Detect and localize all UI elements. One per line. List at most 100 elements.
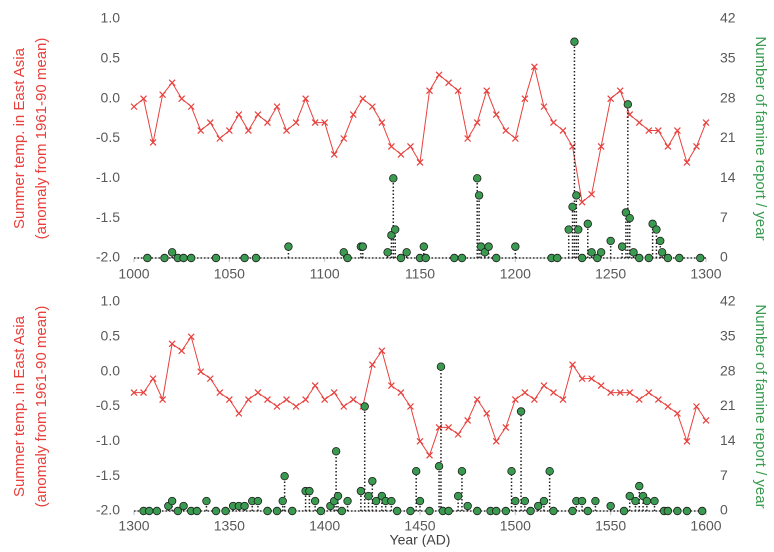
famine-marker bbox=[568, 506, 577, 516]
temperature-marker bbox=[206, 119, 214, 126]
temperature-marker bbox=[359, 95, 367, 103]
temperature-marker bbox=[635, 119, 643, 126]
famine-marker bbox=[343, 496, 352, 506]
x-tick-label: 1350 bbox=[214, 518, 245, 534]
temperature-marker bbox=[473, 119, 481, 126]
temperature-line bbox=[134, 335, 707, 457]
famine-marker bbox=[383, 248, 392, 257]
famine-marker bbox=[463, 501, 472, 511]
y2-tick-label: 35 bbox=[720, 50, 736, 66]
temperature-marker bbox=[130, 389, 138, 396]
y-tick-label: 0.0 bbox=[101, 89, 121, 105]
y2-tick-label: 7 bbox=[720, 209, 728, 225]
famine-marker bbox=[568, 202, 577, 211]
famine-marker bbox=[434, 462, 444, 471]
temperature-marker bbox=[683, 437, 691, 445]
famine-marker bbox=[696, 253, 705, 263]
temperature-marker bbox=[254, 111, 262, 119]
temperature-line bbox=[133, 64, 707, 204]
famine-marker bbox=[635, 253, 644, 263]
temperature-marker bbox=[635, 396, 643, 403]
temperature-marker bbox=[321, 396, 329, 403]
temperature-marker bbox=[140, 95, 147, 103]
temperature-marker bbox=[225, 127, 233, 134]
famine-marker bbox=[411, 466, 421, 476]
famine-marker bbox=[697, 506, 707, 516]
temperature-marker bbox=[244, 127, 252, 134]
famine-marker bbox=[648, 219, 657, 229]
famine-marker bbox=[280, 471, 289, 481]
famine-marker bbox=[457, 253, 467, 263]
temperature-marker bbox=[588, 190, 596, 198]
famine-marker bbox=[251, 253, 261, 263]
temperature-marker bbox=[502, 127, 510, 134]
temperature-marker bbox=[645, 127, 653, 134]
x-tick-label: 1100 bbox=[310, 266, 340, 282]
temperature-marker bbox=[368, 103, 376, 111]
y2-tick-label: 21 bbox=[720, 129, 736, 145]
temperature-marker bbox=[464, 135, 472, 142]
famine-marker bbox=[656, 236, 665, 246]
famine-marker bbox=[663, 506, 673, 516]
temperature-marker bbox=[521, 95, 529, 103]
temperature-marker bbox=[578, 375, 586, 383]
temperature-marker bbox=[654, 127, 662, 134]
temperature-marker bbox=[264, 396, 271, 403]
famine-marker bbox=[545, 466, 554, 476]
temperature-marker bbox=[159, 396, 167, 403]
famine-marker bbox=[406, 506, 415, 516]
temperature-marker bbox=[559, 127, 567, 134]
y2-axis-label: Number of famine report / year bbox=[752, 304, 769, 508]
x-tick-label: 1450 bbox=[404, 518, 435, 534]
famine-marker bbox=[583, 219, 592, 229]
temperature-marker bbox=[407, 403, 414, 410]
temperature-marker bbox=[540, 382, 548, 390]
temperature-marker bbox=[702, 119, 710, 126]
y2-tick-label: 7 bbox=[720, 467, 728, 483]
temperature-marker bbox=[178, 95, 186, 103]
temperature-marker bbox=[588, 375, 596, 383]
temperature-marker bbox=[607, 95, 615, 103]
famine-marker bbox=[186, 253, 196, 263]
famine-marker bbox=[507, 466, 516, 476]
temperature-marker bbox=[378, 347, 386, 355]
y-tick-label: -0.5 bbox=[96, 129, 120, 145]
temperature-marker bbox=[521, 389, 529, 396]
temperature-marker bbox=[321, 119, 329, 126]
temperature-marker bbox=[235, 410, 243, 417]
temperature-marker bbox=[407, 143, 414, 150]
temperature-marker bbox=[673, 127, 681, 134]
famine-marker bbox=[371, 496, 381, 506]
famine-marker bbox=[331, 447, 341, 456]
famine-marker bbox=[574, 225, 583, 234]
famine-marker bbox=[617, 242, 627, 251]
y2-tick-label: 14 bbox=[720, 169, 736, 185]
x-tick-label: 1000 bbox=[118, 266, 149, 282]
famine-marker bbox=[583, 506, 592, 516]
temperature-marker bbox=[502, 423, 510, 431]
famine-marker bbox=[339, 248, 348, 257]
y2-tick-label: 28 bbox=[720, 89, 736, 105]
famine-marker bbox=[549, 506, 558, 516]
x-tick-label: 1550 bbox=[595, 518, 626, 534]
famine-marker bbox=[457, 466, 467, 476]
famine-marker bbox=[387, 496, 396, 506]
famine-marker bbox=[272, 506, 282, 516]
temperature-marker bbox=[283, 396, 290, 403]
y2-tick-label: 28 bbox=[720, 362, 736, 378]
famine-marker bbox=[152, 506, 162, 516]
temperature-marker bbox=[530, 396, 538, 403]
temperature-marker bbox=[483, 87, 491, 95]
famine-marker bbox=[564, 225, 573, 234]
famine-marker bbox=[621, 208, 631, 217]
x-tick-label: 1500 bbox=[500, 518, 531, 534]
temperature-marker bbox=[235, 111, 243, 119]
famine-marker bbox=[358, 242, 367, 251]
temperature-marker bbox=[426, 451, 433, 459]
famine-marker bbox=[539, 496, 549, 506]
famine-marker bbox=[629, 248, 638, 257]
temperature-marker bbox=[302, 95, 310, 103]
famine-marker bbox=[650, 496, 659, 506]
temperature-marker bbox=[197, 368, 205, 376]
temperature-marker bbox=[569, 361, 576, 369]
